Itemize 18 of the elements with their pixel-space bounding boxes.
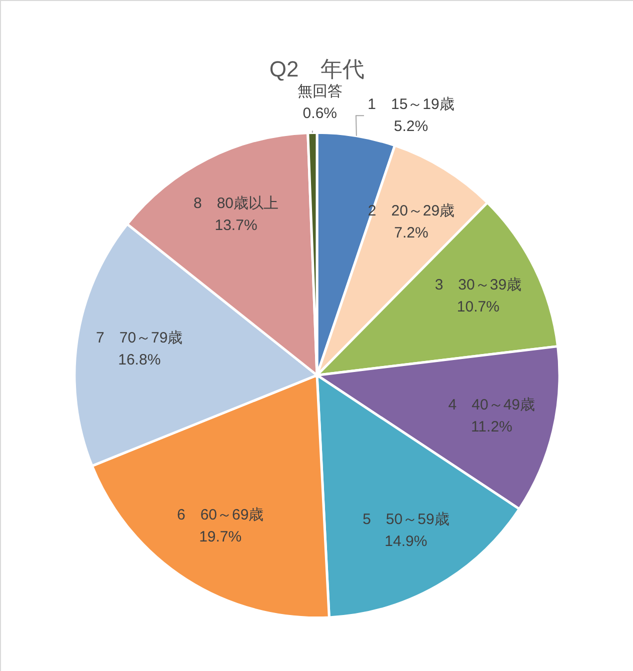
data-label: 11.2% [470,418,512,436]
slice-label: 4 40～49歳 [448,396,536,414]
slice-label: 6 60～69歳 [176,506,264,524]
data-label: 7.2% [394,224,428,242]
slice-label: 7 70～79歳 [96,329,183,346]
slice-label: 3 30～39歳 [434,276,522,294]
data-label: 5.2% [394,118,428,135]
data-label: 16.8% [118,351,161,368]
data-label: 19.7% [199,528,242,546]
data-label: 14.9% [384,533,428,550]
slice-label: 5 50～59歳 [362,511,450,528]
data-label: 13.7% [214,217,258,234]
data-label: 10.7% [456,298,500,316]
data-label: 0.6% [302,104,337,122]
slice-label: 無回答 [297,82,342,100]
slice-label: 8 80歳以上 [194,195,279,212]
chart-title: Q2 年代 [269,56,365,82]
slice-label: 1 15～19歳 [368,96,454,113]
